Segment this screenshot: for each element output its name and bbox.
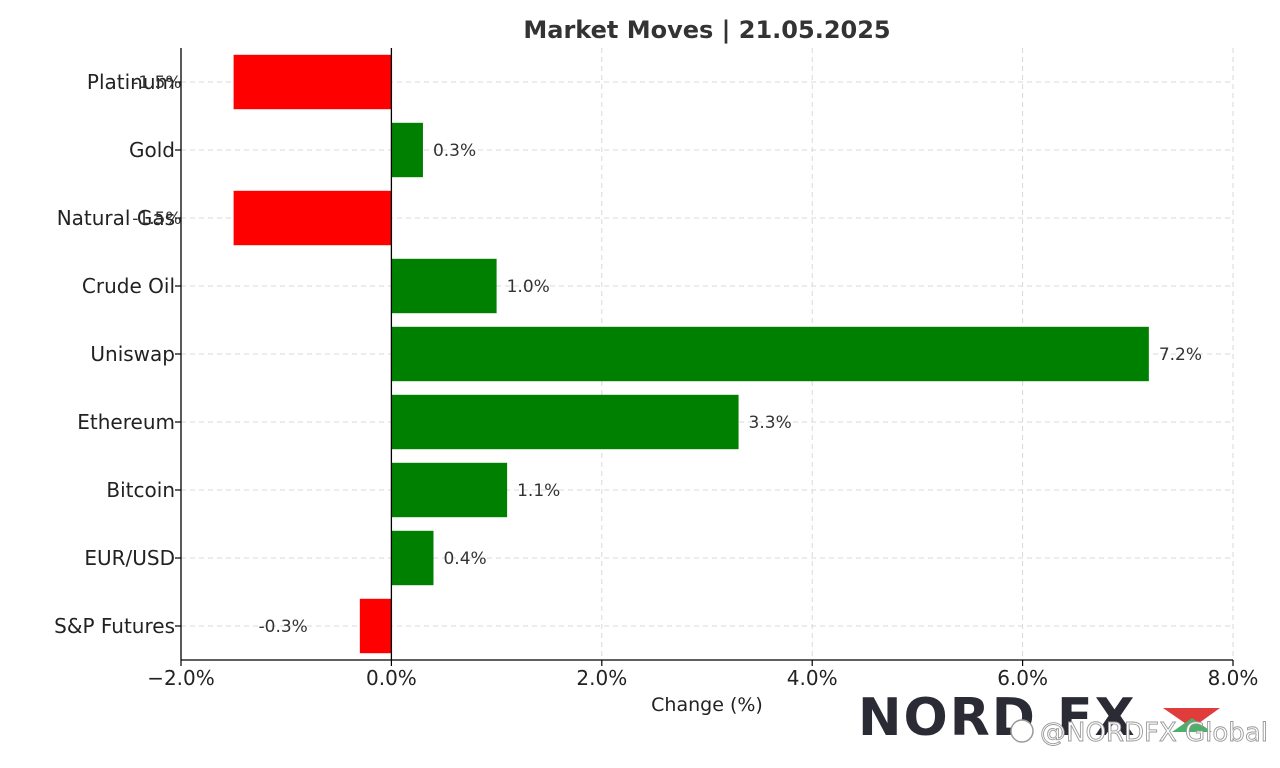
- y-tick-label: Platinum: [87, 70, 175, 94]
- bar-uniswap: [391, 326, 1149, 382]
- data-label: 7.2%: [1159, 345, 1202, 365]
- social-handle: @NORDFX Global: [1010, 718, 1268, 748]
- weibo-icon: [1010, 719, 1034, 743]
- data-label: 1.1%: [517, 481, 560, 501]
- y-tick-label: Ethereum: [77, 410, 175, 434]
- y-tick-label: Natural Gas: [57, 206, 175, 230]
- x-tick-label: 6.0%: [997, 666, 1048, 690]
- logo-chevron-icon: [1163, 708, 1220, 728]
- nordfx-logo-text: NORD FX: [858, 688, 1137, 748]
- nordfx-logo: NORD FX: [858, 688, 1220, 748]
- data-label: 0.3%: [433, 141, 476, 161]
- data-label: -1.5%: [132, 73, 181, 93]
- x-tick-label: 2.0%: [576, 666, 627, 690]
- y-tick-label: Bitcoin: [106, 478, 175, 502]
- x-tick-label: −2.0%: [147, 666, 215, 690]
- bar-gold: [391, 122, 423, 178]
- x-tick-label: 0.0%: [366, 666, 417, 690]
- axes: [175, 48, 1234, 666]
- labels: −2.0% 0.0% 2.0% 4.0% 6.0% 8.0% Platinum Gold Nat…: [54, 70, 1258, 690]
- x-tick-label: 4.0%: [787, 666, 838, 690]
- y-tick-label: S&P Futures: [54, 614, 175, 638]
- y-tick-label: Gold: [129, 138, 175, 162]
- watermark-handle: @NORDFX Global: [1040, 718, 1268, 748]
- chart-title: Market Moves | 21.05.2025: [523, 16, 890, 44]
- nordfx-watermark: NORD FX @NORDFX Global: [858, 688, 1268, 748]
- bar-natural-gas: [233, 190, 392, 246]
- y-tick-label: EUR/USD: [84, 546, 175, 570]
- data-label: -0.3%: [259, 617, 308, 637]
- bar-eur-usd: [391, 530, 434, 586]
- logo-chevron-icon-green: [1172, 718, 1212, 732]
- bar-platinum: [233, 54, 392, 110]
- data-label: 1.0%: [507, 277, 550, 297]
- data-label: 0.4%: [443, 549, 486, 569]
- bar-s-p-futures: [359, 598, 392, 654]
- data-label: -1.5%: [132, 209, 181, 229]
- grid-lines: [180, 48, 1234, 660]
- x-tick-label: 8.0%: [1208, 666, 1259, 690]
- y-tick-label: Crude Oil: [82, 274, 175, 298]
- data-label: 3.3%: [749, 413, 792, 433]
- bars: [233, 54, 1149, 654]
- x-axis-label: Change (%): [651, 694, 763, 716]
- bar-ethereum: [391, 394, 739, 450]
- bar-bitcoin: [391, 462, 508, 518]
- y-tick-label: Uniswap: [90, 342, 175, 366]
- bar-crude-oil: [391, 258, 497, 314]
